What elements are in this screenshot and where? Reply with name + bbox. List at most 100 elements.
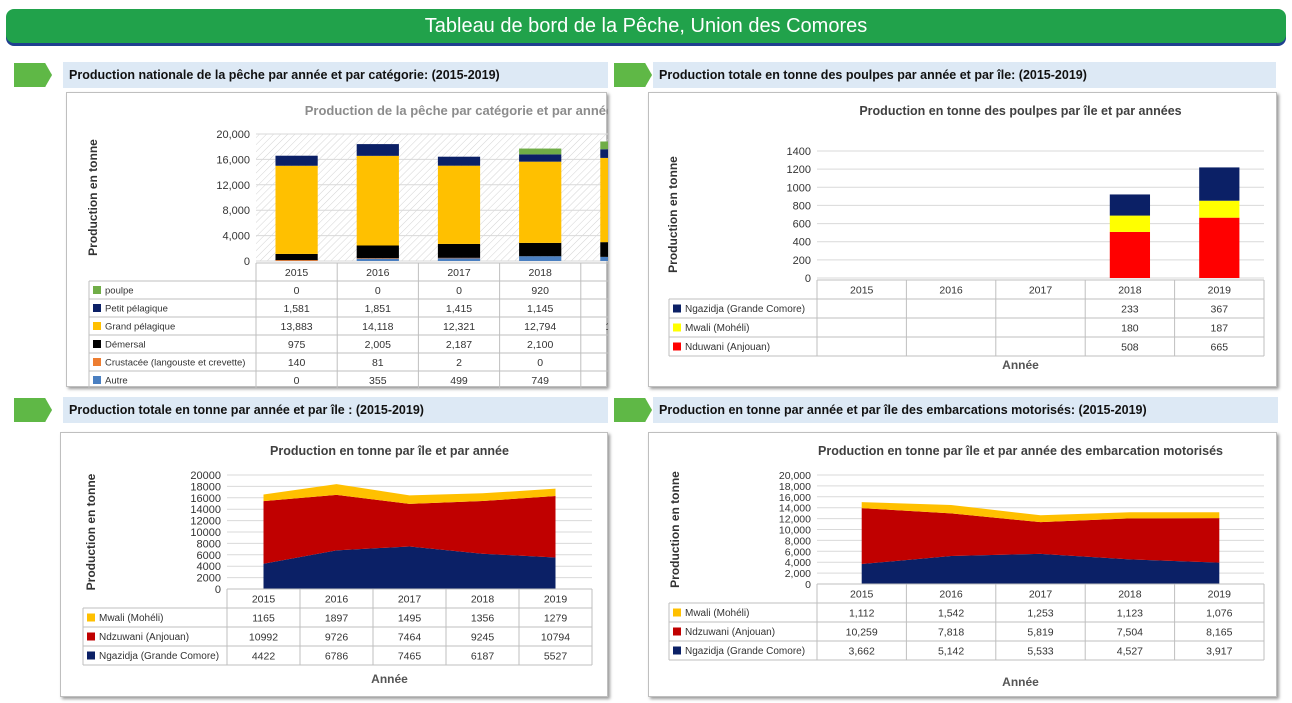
y-tick-label: 16,000 xyxy=(779,492,811,504)
x-tick-label: 2018 xyxy=(1118,285,1142,297)
y-tick-label: 12,000 xyxy=(779,514,811,526)
y-tick-label: 12000 xyxy=(190,516,221,528)
bar-segment xyxy=(600,256,643,261)
y-tick-label: 10,000 xyxy=(779,525,811,537)
x-tick-label: 2017 xyxy=(447,267,471,279)
bar-segment xyxy=(275,253,318,261)
chart-title: Production de la pêche par catégorie et … xyxy=(305,103,608,118)
y-tick-label: 20,000 xyxy=(779,470,811,482)
area-series xyxy=(861,508,1220,565)
y-tick-label: 8,000 xyxy=(785,535,811,547)
legend-swatch xyxy=(673,342,681,351)
data-label: 1,145 xyxy=(527,303,553,315)
legend-swatch xyxy=(673,304,681,313)
chart-title: Production en tonne par île et par année… xyxy=(818,444,1223,458)
bar-segment xyxy=(356,258,399,261)
data-label: 7465 xyxy=(398,651,422,663)
bar-segment xyxy=(1199,167,1240,201)
chart-category-production: Production de la pêche par catégorie et … xyxy=(86,103,663,390)
data-label: 0 xyxy=(294,285,300,297)
data-label: 6786 xyxy=(325,651,349,663)
data-label: 187 xyxy=(1211,323,1229,335)
y-axis-label: Production en tonne xyxy=(668,471,682,588)
legend-swatch xyxy=(93,340,101,348)
legend-entry: Nduwani (Anjouan) xyxy=(685,342,770,353)
x-tick-label: 2015 xyxy=(285,267,309,279)
bar-segment xyxy=(1109,215,1151,232)
data-label: 2 xyxy=(456,357,462,369)
x-axis-label: Année xyxy=(1002,358,1039,372)
y-axis-label: Production en tonne xyxy=(86,139,100,256)
data-label: 10992 xyxy=(249,632,278,644)
chart-motorized-production: Production en tonne par île et par année… xyxy=(668,444,1265,689)
data-label: 12,794 xyxy=(524,321,556,333)
data-label: 920 xyxy=(531,285,549,297)
data-label: 233 xyxy=(1121,304,1139,316)
legend-entry: Ngazidja (Grande Comore) xyxy=(685,646,805,657)
data-label: 2,005 xyxy=(365,339,391,351)
y-tick-label: 0 xyxy=(244,256,250,268)
data-label: 1,253 xyxy=(1027,608,1053,620)
data-label: 4,527 xyxy=(1117,646,1143,658)
data-label: 665 xyxy=(1211,342,1229,354)
data-label: 1279 xyxy=(544,613,568,625)
bar-segment xyxy=(437,257,481,261)
x-axis-label: Année xyxy=(1002,675,1039,689)
data-label: 13,265 xyxy=(605,321,608,333)
y-tick-label: 20000 xyxy=(190,470,221,482)
data-label: 9726 xyxy=(325,632,349,644)
area-series xyxy=(263,546,556,589)
x-tick-label: 2016 xyxy=(325,594,349,606)
x-tick-label: 2017 xyxy=(398,594,422,606)
bar-segment xyxy=(600,149,643,158)
chart-title: Production en tonne des poulpes par île … xyxy=(859,104,1181,118)
section-header-3: Production totale en tonne par année et … xyxy=(63,397,608,423)
data-label: 10,259 xyxy=(846,627,878,639)
legend-entry: poulpe xyxy=(105,286,134,297)
section-arrow-icon xyxy=(14,398,52,422)
legend-entry: Grand pélagique xyxy=(105,322,175,333)
bar-segment xyxy=(600,141,643,150)
data-label: 499 xyxy=(450,375,468,387)
data-label: 1,112 xyxy=(849,608,875,620)
data-label: 355 xyxy=(369,375,387,387)
y-tick-label: 4000 xyxy=(197,561,221,573)
y-axis-label: Production en tonne xyxy=(84,473,98,590)
y-tick-label: 1400 xyxy=(787,146,811,158)
y-tick-label: 1200 xyxy=(787,164,811,176)
legend-swatch xyxy=(87,632,95,641)
x-tick-label: 2016 xyxy=(366,267,390,279)
data-label: 749 xyxy=(531,375,549,387)
section-header-1: Production nationale de la pêche par ann… xyxy=(63,62,608,88)
x-tick-label: 2015 xyxy=(252,594,276,606)
page-title: Tableau de bord de la Pêche, Union des C… xyxy=(6,9,1286,43)
y-tick-label: 6,000 xyxy=(785,546,811,558)
bar-segment xyxy=(519,242,562,257)
data-label: 367 xyxy=(1211,304,1229,316)
legend-swatch xyxy=(93,322,101,330)
legend-entry: Crustacée (langouste et crevette) xyxy=(105,358,245,369)
section-arrow-icon xyxy=(614,398,652,422)
legend-swatch xyxy=(673,608,681,617)
chart-panel-2: Production en tonne des poulpes par île … xyxy=(648,92,1277,387)
chart-panel-3: Production en tonne par île et par année… xyxy=(60,432,608,697)
legend-entry: Ngazidja (Grande Comore) xyxy=(685,304,805,315)
y-tick-label: 600 xyxy=(793,219,811,231)
bar-segment xyxy=(519,161,562,243)
y-tick-label: 16,000 xyxy=(216,154,250,166)
y-tick-label: 12,000 xyxy=(216,180,250,192)
chart-octopus-production: Production en tonne des poulpes par île … xyxy=(666,104,1265,372)
x-tick-label: 2015 xyxy=(850,589,874,601)
legend-swatch xyxy=(673,646,681,655)
data-label: 7,818 xyxy=(938,627,964,639)
bar-segment xyxy=(356,144,399,156)
x-tick-label: 2018 xyxy=(1118,589,1142,601)
data-label: 3,662 xyxy=(849,646,875,658)
data-label: 5527 xyxy=(544,651,568,663)
y-tick-label: 0 xyxy=(805,579,811,591)
legend-entry: Ngazidja (Grande Comore) xyxy=(99,651,219,662)
x-axis-label: Année xyxy=(371,672,408,686)
y-tick-label: 200 xyxy=(793,255,811,267)
data-label: 0 xyxy=(456,285,462,297)
legend-entry: Petit pélagique xyxy=(105,304,168,315)
